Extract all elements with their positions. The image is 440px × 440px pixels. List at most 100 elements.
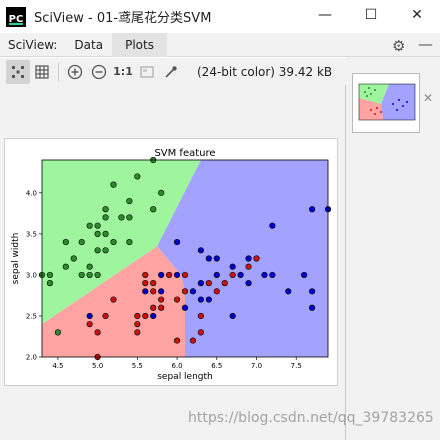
data-point-blue	[301, 271, 308, 279]
zoom-out-icon[interactable]	[87, 60, 111, 84]
data-point-blue	[197, 296, 204, 303]
x-tick-label: 6.0	[171, 362, 182, 370]
data-point-green	[94, 247, 101, 254]
x-tick-label: 5.0	[92, 362, 103, 370]
data-point-red	[150, 288, 157, 295]
data-point-red	[142, 312, 149, 320]
data-point-green	[86, 271, 93, 279]
plot-view-area: 4.5 5.0 5.5 6.0 6.5 7.0 7.5 2.0 2.5 3.0 3.5 4.0 SVM…	[0, 85, 345, 440]
data-point-red	[205, 280, 212, 287]
y-tick-label: 2.0	[26, 354, 37, 362]
data-point-green	[102, 214, 109, 221]
data-point-red	[173, 296, 181, 303]
data-point-blue	[158, 288, 165, 295]
data-point-blue	[150, 312, 157, 320]
data-point-red	[86, 321, 93, 328]
y-axis-label: sepal width	[11, 233, 21, 285]
data-point-red	[213, 288, 220, 295]
data-point-green	[102, 230, 109, 237]
actual-size-icon[interactable]: 1:1	[113, 65, 133, 78]
data-point-red	[102, 312, 109, 320]
data-point-red	[197, 312, 204, 320]
y-tick-label: 3.5	[26, 230, 37, 238]
pycharm-app-icon: PC	[6, 6, 26, 27]
data-point-green	[78, 271, 85, 279]
data-point-green	[46, 280, 54, 287]
image-info: (24-bit color) 39.42 kB	[197, 64, 333, 79]
panel-divider[interactable]	[345, 85, 346, 440]
data-point-green	[94, 271, 101, 279]
zoom-in-icon[interactable]	[63, 60, 87, 84]
gear-icon[interactable]: ⚙	[392, 37, 406, 55]
data-point-blue	[197, 280, 204, 287]
data-point-blue	[237, 271, 244, 279]
data-point-red	[142, 280, 149, 287]
data-point-blue	[213, 255, 220, 262]
y-tick-label: 3.0	[26, 271, 37, 279]
close-thumbnail-icon[interactable]: ✕	[423, 91, 434, 105]
data-point-blue	[229, 263, 236, 270]
x-tick-label: 5.5	[132, 362, 143, 370]
data-point-blue	[269, 271, 276, 279]
data-point-green	[158, 189, 165, 196]
data-point-blue	[197, 247, 204, 254]
data-point-green	[110, 238, 117, 246]
data-point-green	[54, 329, 61, 336]
data-point-green	[86, 222, 93, 229]
plot-thumbnail[interactable]	[352, 73, 420, 133]
data-point-blue	[309, 304, 316, 311]
minimize-button[interactable]: —	[318, 7, 332, 23]
background-icon[interactable]	[135, 60, 159, 84]
color-picker-icon[interactable]	[159, 60, 183, 84]
sciview-label: SciView:	[8, 37, 58, 52]
data-point-red	[173, 337, 181, 344]
tab-plots[interactable]: Plots	[112, 32, 167, 57]
hide-panel-icon[interactable]: —	[418, 35, 433, 53]
tab-data[interactable]: Data	[74, 37, 104, 52]
data-point-red	[166, 271, 173, 279]
decision-region-green	[42, 160, 201, 325]
data-point-red	[94, 329, 101, 336]
data-point-red	[189, 337, 197, 344]
data-point-green	[86, 263, 93, 270]
grid-icon[interactable]	[30, 60, 54, 84]
plots-thumbnail-panel: ✕	[346, 57, 440, 440]
data-point-red	[245, 263, 252, 270]
fit-grid-icon[interactable]	[6, 59, 30, 84]
data-point-red	[110, 296, 117, 303]
data-point-blue	[309, 206, 316, 213]
data-point-red	[181, 271, 189, 279]
data-point-blue	[142, 288, 149, 295]
axes-frame	[41, 159, 329, 358]
data-point-red	[221, 280, 228, 287]
x-tick-label: 4.5	[52, 362, 63, 370]
data-point-red	[150, 304, 157, 311]
data-point-red	[253, 255, 260, 262]
data-point-blue	[205, 255, 212, 262]
data-point-blue	[173, 271, 181, 279]
maximize-button[interactable]: ☐	[364, 7, 378, 23]
data-point-red	[158, 304, 165, 311]
x-tick-label: 6.5	[211, 362, 222, 370]
y-tick-label: 2.5	[26, 312, 37, 320]
data-point-blue	[158, 271, 165, 279]
data-point-green	[118, 214, 125, 221]
data-point-green	[70, 255, 77, 262]
x-tick-label: 7.5	[291, 362, 302, 370]
data-point-green	[134, 173, 141, 180]
data-point-blue	[285, 288, 292, 295]
data-point-green	[126, 238, 133, 246]
data-point-green	[150, 206, 157, 213]
chart-title: SVM feature	[154, 148, 215, 159]
data-point-green	[126, 197, 133, 205]
data-point-green	[102, 247, 109, 254]
data-point-red	[229, 271, 236, 279]
data-point-blue	[181, 304, 189, 311]
close-button[interactable]: ✕	[411, 7, 423, 23]
x-axis-label: sepal length	[157, 372, 213, 382]
data-point-blue	[245, 255, 252, 262]
decision-region-blue	[157, 160, 328, 357]
horizontal-scrollbar[interactable]	[0, 427, 345, 440]
data-point-green	[62, 238, 69, 246]
data-point-red	[197, 329, 204, 336]
